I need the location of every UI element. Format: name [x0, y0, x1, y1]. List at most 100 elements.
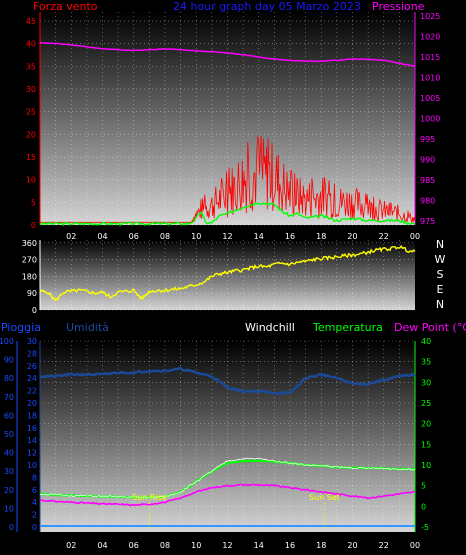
- humidity-tick-label: 18: [27, 411, 37, 420]
- panel2-background: [40, 240, 415, 310]
- direction-tick-label: 90: [27, 289, 37, 298]
- wind-tick-label: 10: [26, 176, 36, 185]
- panel1-grid: [40, 12, 415, 226]
- x-tick-label: 12: [222, 541, 232, 550]
- wind-axis-ticks: 0 5 10 15 20 25 30 35 40 45: [26, 17, 36, 230]
- pressure-tick-label: 1005: [420, 94, 440, 103]
- humidity-tick-label: 14: [27, 436, 37, 445]
- rain-tick-label: 40: [4, 449, 14, 458]
- compass-label: N: [436, 298, 444, 311]
- compass-label: E: [437, 283, 444, 296]
- temperature-tick-label: 0: [421, 502, 426, 511]
- x-tick-label: 08: [160, 541, 170, 550]
- pressure-axis-ticks: 975 980 985 990 995 1000 1005 1010 1015 1020 1025: [420, 12, 440, 226]
- humidity-tick-label: 16: [27, 424, 37, 433]
- temperature-tick-label: 25: [421, 399, 431, 408]
- pressure-tick-label: 995: [420, 135, 435, 144]
- temperature-tick-label: 10: [421, 461, 431, 470]
- windchill-line: [39, 457, 416, 499]
- x-tick-label: 20: [347, 541, 357, 550]
- humidity-tick-label: 28: [27, 349, 37, 358]
- direction-tick-label: 360: [22, 239, 37, 248]
- wind-tick-label: 20: [26, 130, 36, 139]
- x-tick-label: 22: [379, 232, 389, 241]
- temperature-tick-label: 15: [421, 440, 431, 449]
- rain-tick-label: 20: [4, 486, 14, 495]
- x-tick-label: 08: [160, 232, 170, 241]
- sunrise-label: Sun Rise: [132, 493, 167, 502]
- x-tick-label: 02: [66, 541, 76, 550]
- x-tick-label: 18: [316, 541, 326, 550]
- x-tick-label: 14: [254, 541, 264, 550]
- pressure-tick-label: 990: [420, 155, 435, 164]
- panel2-series: [39, 244, 416, 302]
- x-tick-label: 00: [410, 232, 420, 241]
- wind-tick-label: 15: [26, 153, 36, 162]
- pressure-line: [40, 41, 415, 67]
- sun-annotations: Sun Rise Sun Set: [132, 493, 340, 530]
- x-tick-label: 12: [222, 232, 232, 241]
- direction-axis-ticks: 0 90 180 270 360: [22, 239, 37, 315]
- panel1-x-ticks: 02 04 06 08 10 12 14 16 18 20 22 00: [66, 232, 420, 241]
- wind-label: Forza vento: [33, 0, 98, 13]
- rain-tick-label: 100: [0, 337, 14, 346]
- humidity-tick-label: 2: [32, 511, 37, 520]
- x-tick-label: 04: [97, 541, 107, 550]
- x-tick-label: 22: [379, 541, 389, 550]
- pressure-tick-label: 1000: [420, 115, 440, 124]
- pressure-tick-label: 975: [420, 217, 435, 226]
- direction-tick-label: 0: [32, 306, 37, 315]
- x-tick-label: 02: [66, 232, 76, 241]
- x-tick-label: 20: [347, 232, 357, 241]
- dewpoint-line: [39, 483, 416, 507]
- pressure-tick-label: 1025: [420, 12, 440, 21]
- humidity-line: [39, 366, 416, 396]
- rain-tick-label: 0: [9, 523, 14, 532]
- temperature-tick-label: -5: [421, 523, 429, 532]
- pressure-tick-label: 1020: [420, 33, 440, 42]
- humidity-tick-label: 10: [27, 461, 37, 470]
- x-tick-label: 16: [285, 232, 295, 241]
- panel2-grid: [40, 240, 415, 311]
- humidity-tick-label: 24: [27, 374, 37, 383]
- temperature-tick-label: 5: [421, 482, 426, 491]
- humidity-tick-label: 26: [27, 362, 37, 371]
- chart-title: 24 hour graph day 05 Marzo 2023: [173, 0, 361, 13]
- pressure-tick-label: 985: [420, 176, 435, 185]
- wind-tick-label: 35: [26, 62, 36, 71]
- x-tick-label: 14: [254, 232, 264, 241]
- x-tick-label: 18: [316, 232, 326, 241]
- panel1-series: [39, 41, 416, 227]
- compass-label: S: [437, 268, 444, 281]
- rain-tick-label: 90: [4, 356, 14, 365]
- pressure-tick-label: 1010: [420, 74, 440, 83]
- rain-tick-label: 30: [4, 467, 14, 476]
- humidity-tick-label: 30: [27, 337, 37, 346]
- x-tick-label: 06: [129, 232, 139, 241]
- temperature-axis-ticks: -5 0 5 10 15 20 25 30 35 40: [421, 337, 431, 532]
- pressure-tick-label: 980: [420, 196, 435, 205]
- direction-tick-label: 270: [22, 256, 37, 265]
- dewpoint-legend: Dew Point (°C): [394, 321, 466, 334]
- rain-tick-label: 80: [4, 374, 14, 383]
- rain-legend: Pioggia: [1, 321, 41, 334]
- wind-tick-label: 0: [31, 221, 36, 230]
- panel3-series: [39, 366, 416, 527]
- wind-tick-label: 40: [26, 40, 36, 49]
- panel3-x-ticks: 02 04 06 08 10 12 14 16 18 20 22 00: [66, 541, 420, 550]
- humidity-tick-label: 12: [27, 449, 37, 458]
- humidity-tick-label: 4: [32, 498, 37, 507]
- x-tick-label: 00: [410, 541, 420, 550]
- compass-label: W: [435, 253, 446, 266]
- rain-tick-label: 10: [4, 504, 14, 513]
- wind-tick-label: 45: [26, 17, 36, 26]
- wind-direction-line: [39, 244, 416, 302]
- rain-tick-label: 70: [4, 393, 14, 402]
- temperature-tick-label: 30: [421, 378, 431, 387]
